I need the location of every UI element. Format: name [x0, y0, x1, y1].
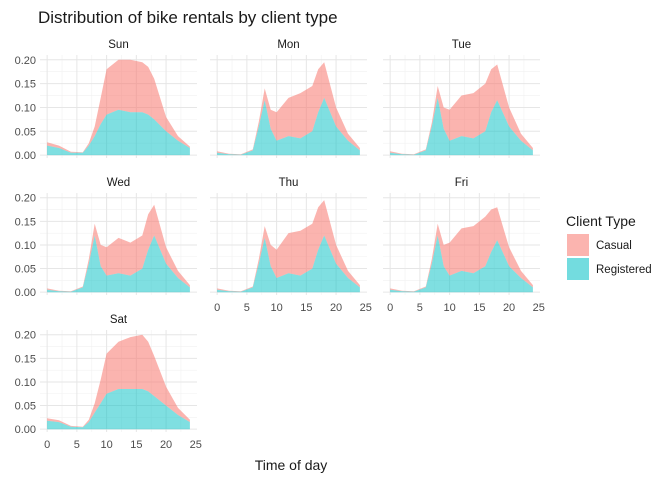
- facet-panel-thu: Thu 0 5 10 15 20 25: [210, 177, 372, 314]
- area-casual-wed: [47, 204, 190, 292]
- x-tick-label: 15: [130, 439, 142, 451]
- area-registered-mon: [217, 97, 360, 156]
- legend-key-casual: [567, 234, 589, 256]
- x-tick-label: 25: [190, 439, 202, 451]
- legend-label-registered: Registered: [596, 264, 652, 276]
- x-tick-label: 5: [244, 302, 250, 314]
- legend-label-casual: Casual: [596, 240, 632, 252]
- facet-strip-label: Tue: [452, 39, 471, 51]
- facet-strip-label: Sun: [108, 39, 128, 51]
- x-tick-label: 25: [533, 302, 545, 314]
- x-tick-label: 25: [360, 302, 372, 314]
- facet-panel-wed: Wed 0.00 0.05 0.10 0.15 0.20: [15, 177, 197, 299]
- facet-panel-mon: Mon: [210, 39, 367, 158]
- facet-strip-label: Wed: [107, 177, 130, 189]
- legend-title: Client Type: [566, 213, 636, 229]
- x-tick-label: 0: [387, 302, 393, 314]
- y-tick-label: 0.00: [15, 424, 36, 436]
- x-tick-label: 10: [443, 302, 455, 314]
- legend-key-registered: [567, 258, 589, 280]
- y-tick-label: 0.20: [15, 330, 36, 342]
- facet-strip-label: Fri: [455, 177, 468, 189]
- x-tick-label: 20: [330, 302, 342, 314]
- y-tick-label: 0.00: [15, 287, 36, 299]
- y-tick-label: 0.20: [15, 55, 36, 67]
- area-registered-fri: [390, 235, 533, 293]
- area-casual-mon: [217, 62, 360, 155]
- x-tick-label: 5: [74, 439, 80, 451]
- y-tick-label: 0.15: [15, 216, 36, 228]
- x-tick-label: 0: [214, 302, 220, 314]
- y-tick-label: 0.10: [15, 377, 36, 389]
- facet-panel-fri: Fri 0 5 10 15 20 25: [383, 177, 545, 314]
- x-tick-label: 10: [270, 302, 282, 314]
- x-tick-label: 15: [473, 302, 485, 314]
- x-tick-label: 20: [160, 439, 172, 451]
- area-registered-sat: [47, 389, 190, 430]
- facet-strip-label: Sat: [110, 314, 128, 326]
- area-registered-tue: [390, 97, 533, 156]
- y-tick-label: 0.10: [15, 102, 36, 114]
- facet-panels: Sun 0.00 0.05 0.10 0.15 0.20 Mon Tue Wed 0.00 0.05…: [15, 39, 545, 451]
- chart-title: Distribution of bike rentals by client t…: [38, 8, 338, 27]
- x-tick-label: 15: [300, 302, 312, 314]
- area-casual-fri: [390, 207, 533, 292]
- legend: Client Type Casual Registered: [566, 213, 652, 280]
- facet-strip-label: Mon: [277, 39, 299, 51]
- area-registered-sun: [47, 109, 190, 156]
- y-tick-label: 0.00: [15, 150, 36, 162]
- facet-strip-label: Thu: [279, 177, 299, 189]
- y-tick-label: 0.10: [15, 240, 36, 252]
- x-tick-label: 20: [503, 302, 515, 314]
- x-axis-title: Time of day: [255, 457, 328, 473]
- x-tick-label: 0: [44, 439, 50, 451]
- facet-panel-sat: Sat 0.00 0.05 0.10 0.15 0.20 0 5 10 15 20 25: [15, 314, 202, 451]
- area-casual-sun: [47, 59, 190, 153]
- y-tick-label: 0.05: [15, 401, 36, 413]
- y-tick-label: 0.15: [15, 79, 36, 91]
- area-registered-wed: [47, 235, 190, 293]
- y-tick-label: 0.15: [15, 353, 36, 365]
- area-registered-thu: [217, 235, 360, 293]
- y-tick-label: 0.05: [15, 126, 36, 138]
- area-casual-thu: [217, 200, 360, 292]
- area-casual-tue: [390, 64, 533, 155]
- area-casual-sat: [47, 334, 190, 428]
- y-tick-label: 0.20: [15, 193, 36, 205]
- y-tick-label: 0.05: [15, 264, 36, 276]
- x-tick-label: 5: [417, 302, 423, 314]
- facet-panel-sun: Sun 0.00 0.05 0.10 0.15 0.20: [15, 39, 197, 162]
- x-tick-label: 10: [100, 439, 112, 451]
- facet-panel-tue: Tue: [383, 39, 540, 158]
